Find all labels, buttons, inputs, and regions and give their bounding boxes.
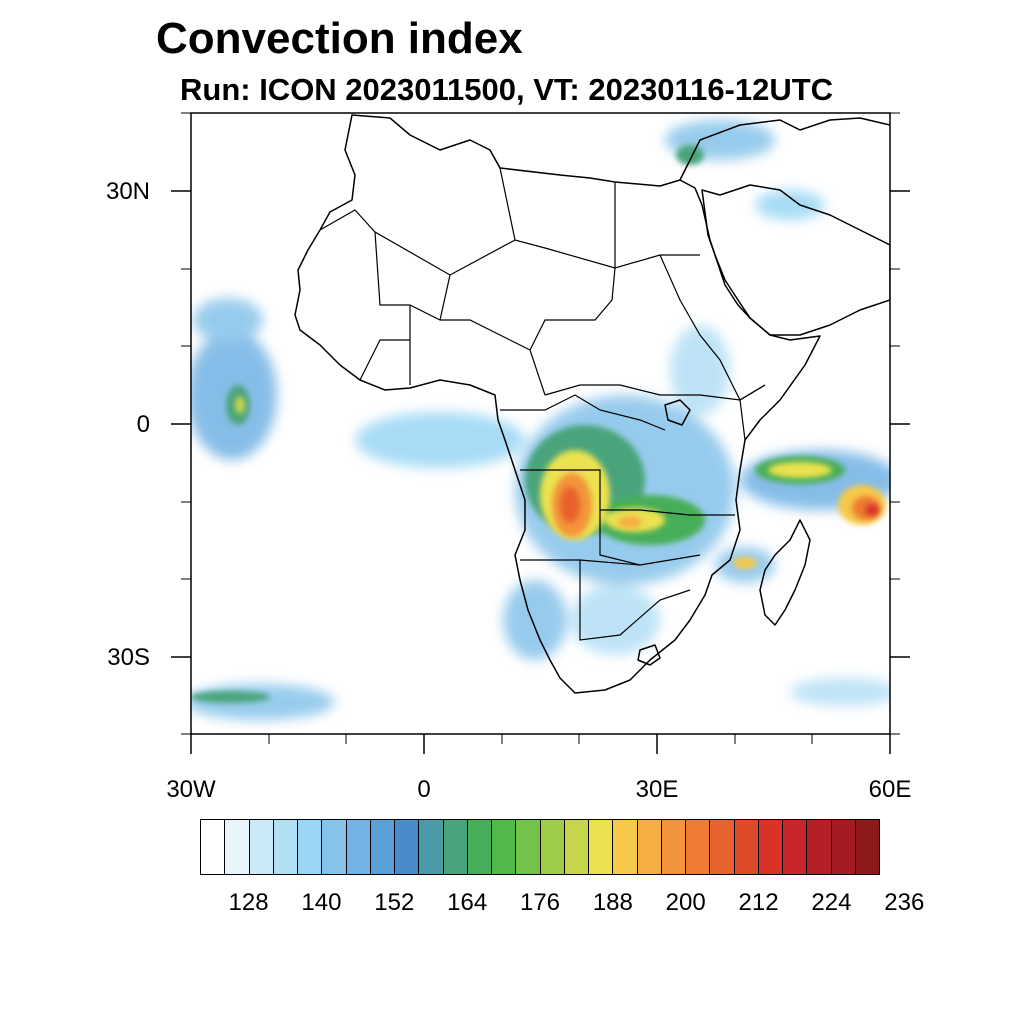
field-blob-south-africa [570, 585, 660, 655]
field-red-cyclone [865, 504, 879, 516]
convection-field [191, 120, 890, 720]
colorbar-label: 128 [228, 889, 269, 916]
axis-ticks [171, 190, 910, 754]
colorbar-box [273, 820, 298, 874]
colorbar-box [516, 820, 541, 874]
colorbar-box [661, 820, 686, 874]
y-tick-label-0: 0 [136, 411, 150, 438]
x-tick-label-30e: 30E [635, 776, 679, 803]
field-green-levant [676, 145, 704, 165]
colorbar-box [370, 820, 395, 874]
colorbar-label: 152 [374, 889, 415, 916]
axis-minor-ticks [181, 112, 900, 744]
field-blob-south-indian [790, 678, 890, 706]
colorbar-box [467, 820, 492, 874]
field-yellow-indian [768, 462, 832, 478]
country-borders [319, 149, 766, 641]
levant-coastline [679, 117, 890, 181]
colorbar-box [540, 820, 565, 874]
colorbar-box [346, 820, 371, 874]
x-tick-label-60e: 60E [868, 776, 912, 803]
field-yellow-atlantic [235, 396, 245, 414]
lesotho-border [637, 644, 661, 666]
colorbar-box [710, 820, 735, 874]
field-blob-atlantic-nw [193, 298, 263, 342]
colorbar-label: 188 [592, 889, 633, 916]
y-tick-label-30s: 30S [107, 644, 150, 671]
madagascar-coastline [759, 519, 811, 626]
x-tick-label-30w: 30W [166, 776, 216, 803]
colorbar-box [613, 820, 638, 874]
colorbar [200, 819, 880, 875]
colorbar-label: 140 [301, 889, 342, 916]
colorbar-label: 212 [738, 889, 779, 916]
colorbar-box [443, 820, 468, 874]
y-tick-label-30n: 30N [105, 178, 150, 205]
colorbar-box [686, 820, 711, 874]
colorbar-box [492, 820, 517, 874]
lake-victoria [664, 399, 691, 426]
colorbar-label: 164 [447, 889, 488, 916]
colorbar-label: 200 [665, 889, 706, 916]
field-orange-zambia [618, 516, 642, 528]
colorbar-box [758, 820, 783, 874]
x-tick-label-0: 0 [417, 776, 431, 803]
field-yellow-mozambique [733, 557, 757, 569]
colorbar-box [322, 820, 347, 874]
colorbar-label: 236 [884, 889, 925, 916]
colorbar-box [831, 820, 856, 874]
field-blob-gulf-guinea [355, 412, 525, 468]
colorbar-box [855, 820, 879, 874]
colorbar-box [298, 820, 323, 874]
chart-subtitle: Run: ICON 2023011500, VT: 20230116-12UTC [180, 72, 834, 107]
africa-coastline [294, 114, 821, 694]
colorbar-box [783, 820, 808, 874]
field-green-south-atl [191, 691, 270, 703]
field-blob-east-africa [670, 325, 730, 415]
colorbar-box [225, 820, 250, 874]
colorbar-box [589, 820, 614, 874]
chart-title: Convection index [156, 14, 523, 63]
colorbar-label: 224 [811, 889, 852, 916]
field-blob-namibia-coast [503, 580, 567, 660]
colorbar-label: 176 [519, 889, 561, 916]
colorbar-box [807, 820, 832, 874]
coastlines [294, 114, 890, 694]
field-blob-arabia [755, 190, 825, 220]
colorbar-box [249, 820, 274, 874]
arabia-coastline [701, 184, 890, 336]
colorbar-box [419, 820, 444, 874]
field-blob-south-atlantic [191, 684, 335, 720]
colorbar-box [637, 820, 662, 874]
field-red-angola [560, 487, 580, 523]
colorbar-box [734, 820, 759, 874]
map-plot [171, 112, 910, 754]
colorbar-box [395, 820, 420, 874]
colorbar-box [201, 820, 226, 874]
colorbar-box [564, 820, 589, 874]
